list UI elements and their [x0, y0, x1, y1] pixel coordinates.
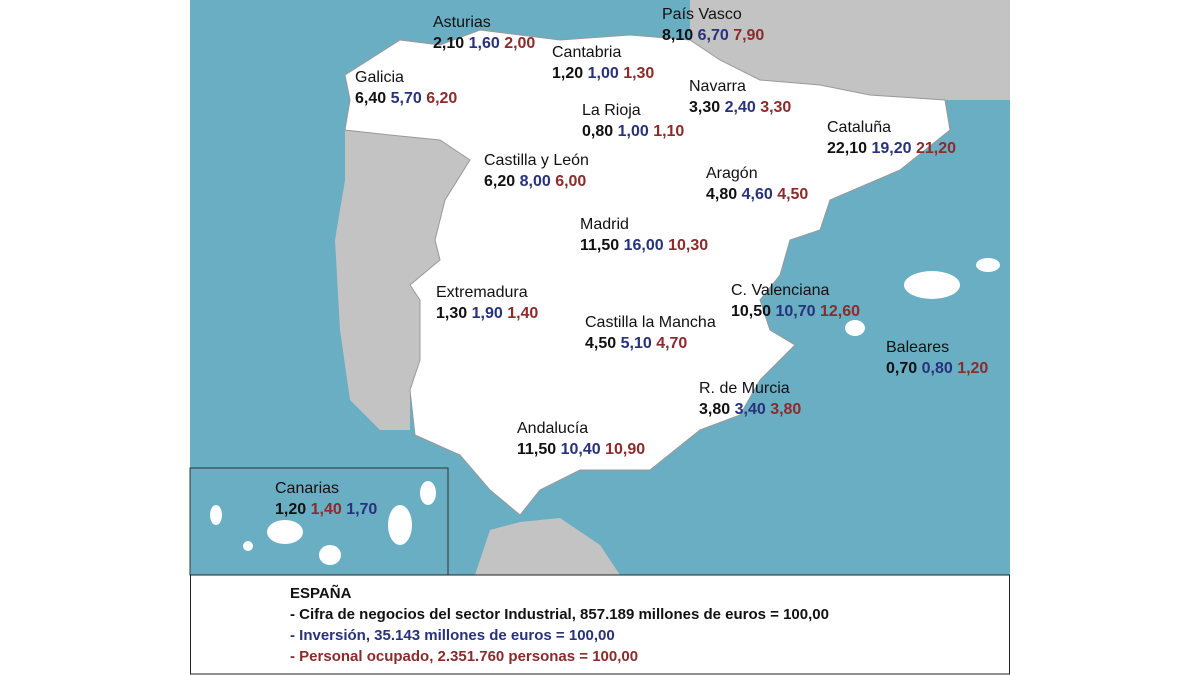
region-value: 1,30: [623, 65, 654, 82]
region-value: 3,40: [735, 401, 766, 418]
region-value: 1,40: [507, 305, 538, 322]
region-values: 6,40 5,70 6,20: [355, 90, 457, 107]
baleares-islands: [845, 258, 1000, 336]
region-value: 4,50: [585, 335, 616, 352]
region-value: 5,70: [391, 90, 422, 107]
region-value: 3,30: [689, 99, 720, 116]
region-values: 8,10 6,70 7,90: [662, 27, 764, 44]
region-values: 0,80 1,00 1,10: [582, 123, 684, 140]
region-value: 11,50: [580, 237, 619, 254]
region-values: 1,30 1,90 1,40: [436, 305, 538, 322]
region-value: 10,40: [561, 441, 601, 458]
region-name: Extremadura: [436, 284, 528, 301]
region-values: 4,80 4,60 4,50: [706, 186, 808, 203]
region-name: Madrid: [580, 216, 629, 233]
region-values: 6,20 8,00 6,00: [484, 173, 586, 190]
region-name: Castilla la Mancha: [585, 314, 716, 331]
region-value: 2,00: [504, 35, 535, 52]
canarias-islands: [210, 481, 436, 565]
region-name: Galicia: [355, 69, 404, 86]
region-values: 2,10 1,60 2,00: [433, 35, 535, 52]
region-name: R. de Murcia: [699, 380, 790, 397]
labels: Asturias 2,10 1,60 2,00 País Vasco 8,10 6,7…: [275, 6, 988, 518]
region-value: 1,00: [618, 123, 649, 140]
region-values: 0,70 0,80 1,20: [886, 360, 988, 377]
region-value: 1,00: [588, 65, 619, 82]
region-value: 22,10: [827, 140, 867, 157]
region-value: 2,40: [725, 99, 756, 116]
region-values: 1,20 1,00 1,30: [552, 65, 654, 82]
region-value: 10,30: [668, 237, 708, 254]
region-value: 3,80: [699, 401, 730, 418]
region-name: Cantabria: [552, 44, 621, 61]
region-name: La Rioja: [582, 102, 641, 119]
legend-line: - Inversión, 35.143 millones de euros = …: [290, 627, 615, 644]
legend-line: - Personal ocupado, 2.351.760 personas =…: [290, 648, 638, 665]
region-value: 3,30: [760, 99, 791, 116]
region-value: 4,50: [777, 186, 808, 203]
region-value: 2,10: [433, 35, 464, 52]
region-value: 6,70: [698, 27, 729, 44]
region-name: País Vasco: [662, 6, 742, 23]
region-value: 12,60: [820, 303, 860, 320]
legend-line: - Cifra de negocios del sector Industria…: [290, 606, 829, 623]
region-value: 1,20: [275, 501, 306, 518]
region-name: Canarias: [275, 480, 339, 497]
region-value: 19,20: [872, 140, 912, 157]
region-name: Navarra: [689, 78, 746, 95]
region-value: 1,90: [472, 305, 503, 322]
region-value: 21,20: [916, 140, 956, 157]
region-name: Baleares: [886, 339, 949, 356]
region-value: 4,80: [706, 186, 737, 203]
region-value: 10,70: [776, 303, 816, 320]
region-name: Asturias: [433, 14, 491, 31]
region-value: 8,10: [662, 27, 693, 44]
region-value: 1,60: [469, 35, 500, 52]
region-value: 0,80: [922, 360, 953, 377]
region-value: 3,80: [770, 401, 801, 418]
region-values: 4,50 5,10 4,70: [585, 335, 687, 352]
region-values: 3,30 2,40 3,30: [689, 99, 791, 116]
region-name: Cataluña: [827, 119, 891, 136]
region-value: 6,40: [355, 90, 386, 107]
region-value: 0,70: [886, 360, 917, 377]
region-value: 1,20: [552, 65, 583, 82]
region-values: 10,50 10,70 12,60: [731, 303, 860, 320]
legend-box: [190, 574, 1010, 675]
region-value: 4,60: [742, 186, 773, 203]
region-values: 11,50 16,00 10,30: [580, 237, 708, 254]
region-value: 1,20: [957, 360, 988, 377]
africa: [475, 518, 620, 575]
portugal: [335, 130, 470, 430]
region-name: Castilla y León: [484, 152, 589, 169]
spain: [344, 29, 951, 516]
region-value: 10,90: [605, 441, 645, 458]
region-value: 6,20: [426, 90, 457, 107]
region-value: 10,50: [731, 303, 771, 320]
region-value: 1,10: [653, 123, 684, 140]
region-value: 4,70: [656, 335, 687, 352]
region-values: 22,10 19,20 21,20: [827, 140, 956, 157]
region-values: 3,80 3,40 3,80: [699, 401, 801, 418]
region-name: C. Valenciana: [731, 282, 830, 299]
region-value: 6,00: [555, 173, 586, 190]
region-value: 7,90: [733, 27, 764, 44]
region-name: Aragón: [706, 165, 758, 182]
region-name: Andalucía: [517, 420, 588, 437]
region-values: 1,20 1,40 1,70: [275, 501, 377, 518]
region-value: 16,00: [624, 237, 664, 254]
region-value: 6,20: [484, 173, 515, 190]
region-value: 1,30: [436, 305, 467, 322]
region-value: 1,40: [311, 501, 342, 518]
region-value: 5,10: [621, 335, 652, 352]
legend-title: ESPAÑA: [290, 584, 352, 602]
region-value: 0,80: [582, 123, 613, 140]
region-values: 11,50 10,40 10,90: [517, 441, 645, 458]
france: [690, 0, 1010, 100]
region-value: 11,50: [517, 441, 556, 458]
region-value: 8,00: [520, 173, 551, 190]
region-value: 1,70: [346, 501, 377, 518]
